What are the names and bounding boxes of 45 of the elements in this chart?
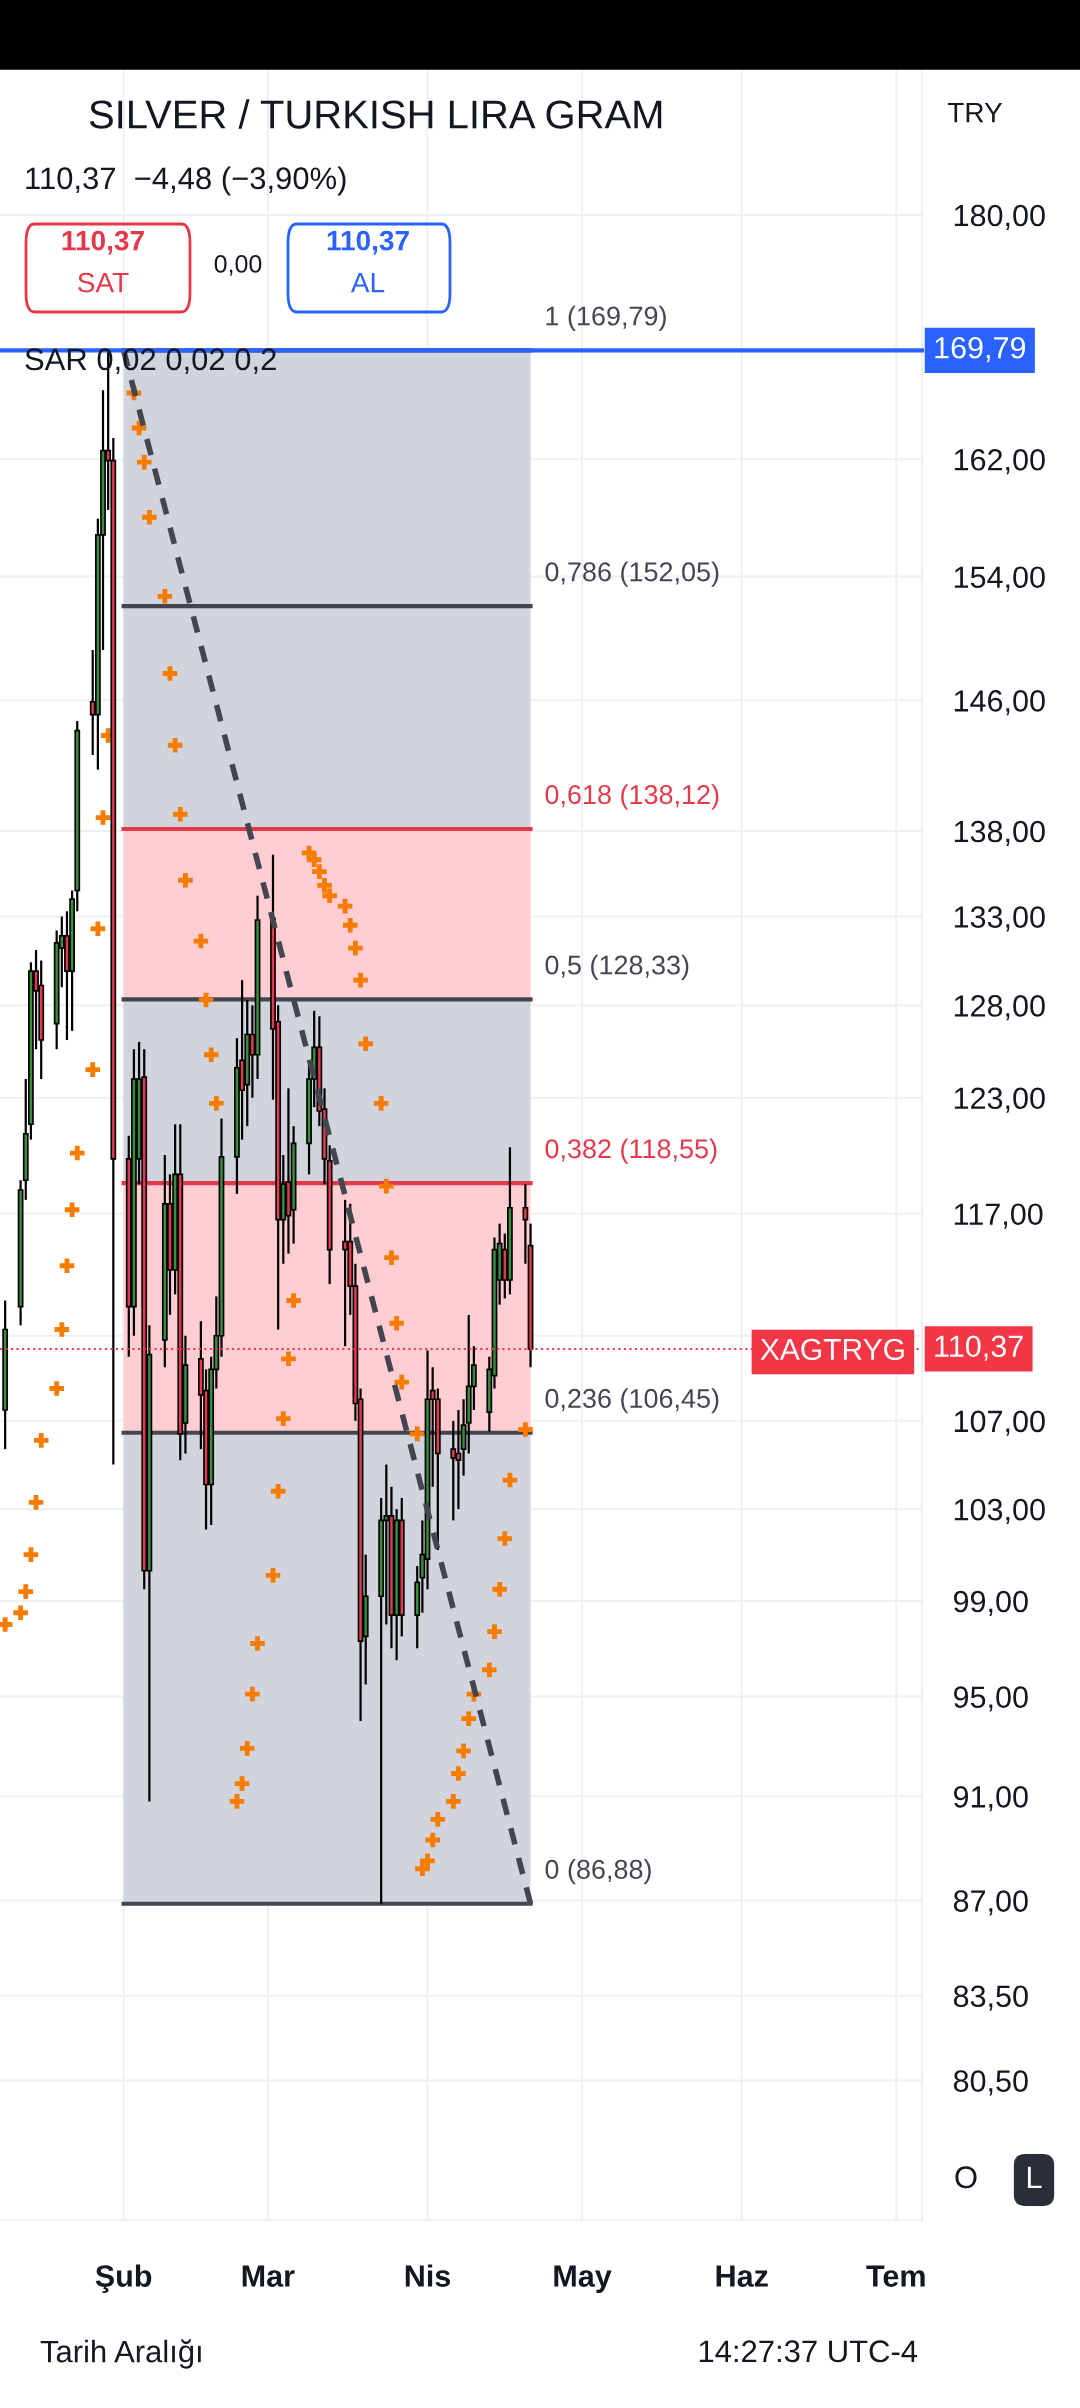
y-tick-label: 80,50 [953, 2070, 1028, 2096]
text: 14:27:37 UTC-4 [699, 2340, 918, 2363]
y-tick-label: 154,00 [954, 566, 1045, 592]
text: O [955, 2166, 977, 2189]
ref-line-label: 0,786 (152,05) [545, 561, 719, 587]
ref-line-label: 110,37 [935, 1335, 1023, 1361]
ref-line-label: 169,79 [935, 336, 1026, 363]
ref-line-label: 1 (169,79) [546, 305, 666, 331]
text: Tarih Aralığı [40, 2339, 201, 2369]
ref-line-label: 0,618 (138,12) [545, 784, 719, 810]
annotation: SAT [78, 272, 129, 293]
text: L [1027, 2166, 1042, 2189]
y-tick-label: 133,00 [954, 906, 1045, 932]
ref-line-label: 0 (86,88) [545, 1859, 651, 1885]
y-tick-label: 87,00 [953, 1890, 1028, 1916]
y-tick-label: 83,50 [953, 1985, 1028, 2011]
x-tick-label: Şub [95, 2264, 152, 2293]
annotation: 0,00 [214, 255, 262, 276]
y-tick-label: 91,00 [953, 1786, 1028, 1812]
x-tick-label: Tem [866, 2265, 925, 2287]
x-tick-label: Nis [405, 2264, 451, 2287]
x-tick-label: May [554, 2265, 612, 2293]
y-tick-label: 128,00 [954, 995, 1045, 1021]
y-tick-label: 162,00 [954, 448, 1045, 475]
y-tick-label: 117,00 [954, 1203, 1043, 1229]
text: SILVER / TURKISH LIRA GRAM [89, 99, 662, 129]
annotation: AL [350, 272, 385, 293]
y-tick-label: 180,00 [954, 204, 1045, 230]
text: TRY [947, 102, 1003, 123]
text: 110,37 −4,48 (−3,90%) [26, 166, 346, 196]
x-tick-label: Haz [716, 2265, 768, 2287]
y-tick-label: 107,00 [954, 1410, 1045, 1436]
ref-line-label: 0,236 (106,45) [545, 1388, 719, 1414]
x-tick-label: Mar [242, 2265, 295, 2287]
y-tick-label: 123,00 [954, 1087, 1045, 1113]
ref-line-label: 0,382 (118,55) [545, 1138, 717, 1164]
y-tick-label: 138,00 [954, 820, 1045, 846]
y-tick-label: 103,00 [954, 1498, 1045, 1525]
ref-line-label: 0,5 (128,33) [545, 954, 689, 980]
annotation: XAGTRYG [760, 1338, 904, 1361]
annotation: 110,37 [62, 230, 144, 255]
annotation: 110,37 [327, 230, 409, 255]
y-tick-label: 99,00 [953, 1590, 1028, 1616]
y-tick-label: 95,00 [953, 1686, 1028, 1712]
y-tick-label: 146,00 [954, 690, 1045, 716]
